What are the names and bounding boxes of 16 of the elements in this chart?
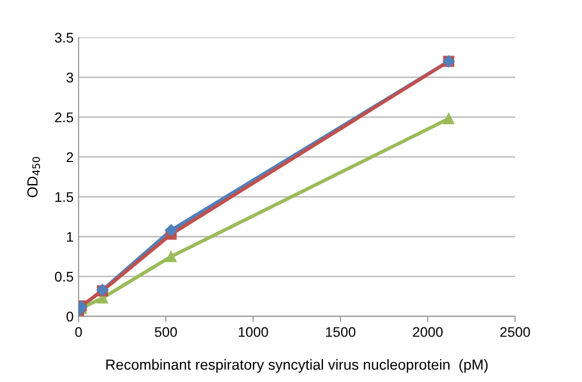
y-tick-label: 0 [66, 312, 74, 322]
x-tick-label: 1000 [238, 327, 268, 337]
y-tick-label: 2.5 [55, 112, 74, 122]
x-tick-label: 1500 [326, 327, 356, 337]
x-tick-label: 500 [154, 327, 177, 337]
y-tick-label: 3 [66, 72, 74, 82]
y-tick-label: 0.5 [54, 272, 74, 282]
x-tick-label: 2000 [413, 327, 443, 337]
y-tick-label: 1.5 [55, 192, 74, 202]
y-tick-label: 2 [66, 152, 74, 162]
x-tick-label: 0 [75, 327, 82, 337]
y-axis-title: OD$_{450}$ [27, 157, 40, 198]
y-tick-label: 3.5 [54, 32, 74, 43]
x-axis-title: Recombinant respiratory syncytial virus nucleoprotein (pM) [106, 359, 488, 373]
x-tick-label: 2500 [500, 327, 530, 337]
y-tick-label: 1 [67, 232, 74, 242]
